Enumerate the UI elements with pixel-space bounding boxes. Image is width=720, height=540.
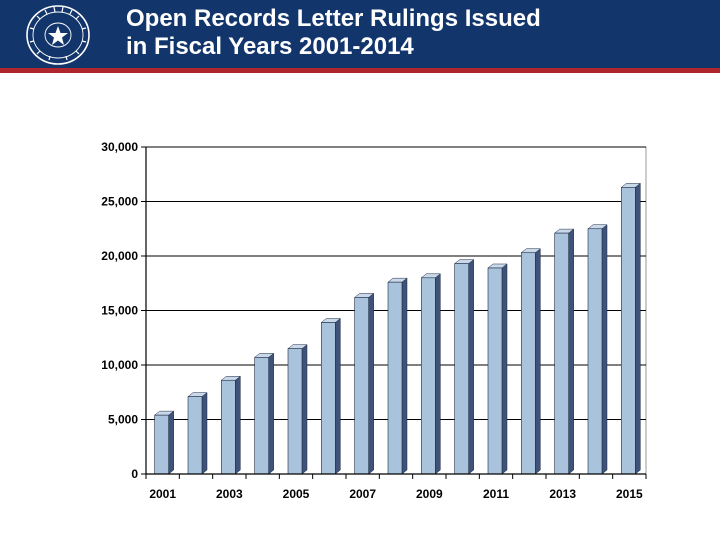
y-tick-label: 25,000 xyxy=(101,195,138,209)
x-tick-label: 2001 xyxy=(149,487,176,501)
bar xyxy=(320,317,342,475)
attorney-general-seal-icon xyxy=(26,5,90,65)
bar-front xyxy=(321,322,336,475)
bar xyxy=(253,352,275,475)
bar-side xyxy=(268,352,274,475)
y-tick-label: 30,000 xyxy=(101,140,138,154)
bar-front xyxy=(221,379,236,475)
y-tick-label: 10,000 xyxy=(101,358,138,372)
chart-tick-labels: 0 5,000 10,000 15,000 20,000 25,000 30,000 2001… xyxy=(101,140,643,501)
bar-front xyxy=(254,357,269,475)
bar xyxy=(453,259,475,475)
bar-side xyxy=(501,263,508,475)
bar-front xyxy=(587,228,603,475)
bar-front xyxy=(387,281,403,475)
bar-side xyxy=(635,182,641,475)
bar-side xyxy=(201,392,208,475)
bar xyxy=(487,263,508,475)
bar xyxy=(220,375,242,475)
bar-front xyxy=(554,232,569,475)
x-tick-label: 2007 xyxy=(349,487,376,501)
x-tick-label: 2005 xyxy=(283,487,310,501)
y-tick-label: 5,000 xyxy=(108,413,138,427)
x-tick-label: 2015 xyxy=(616,487,643,501)
bar xyxy=(153,410,175,475)
bar-side xyxy=(601,224,608,475)
x-tick-label: 2013 xyxy=(549,487,576,501)
bar-front xyxy=(487,267,503,475)
y-tick-label: 20,000 xyxy=(101,249,138,263)
bar-front xyxy=(454,263,469,475)
bar xyxy=(287,344,308,475)
bar xyxy=(420,273,442,475)
bar-side xyxy=(235,375,241,475)
bar xyxy=(387,277,408,475)
x-tick-label: 2003 xyxy=(216,487,243,501)
bar-side xyxy=(401,277,408,475)
bar xyxy=(553,228,575,475)
y-tick-label: 0 xyxy=(131,467,138,481)
bar-side xyxy=(168,410,174,475)
x-tick-label: 2009 xyxy=(416,487,443,501)
x-tick-label: 2011 xyxy=(483,487,509,501)
bar-front xyxy=(187,396,203,475)
bar-front xyxy=(154,414,169,475)
y-tick-label: 15,000 xyxy=(101,304,138,318)
header-band xyxy=(0,0,720,68)
bar-front xyxy=(287,348,303,475)
bar xyxy=(587,224,608,475)
bar xyxy=(353,292,375,475)
title-line-1: Open Records Letter Rulings Issued xyxy=(126,5,541,32)
bar-side xyxy=(468,259,474,475)
bar xyxy=(520,248,542,475)
bar-side xyxy=(535,248,541,475)
bar-side xyxy=(435,273,441,475)
bar-side xyxy=(301,344,308,475)
page-title: Open Records Letter Rulings Issued in Fi… xyxy=(126,5,706,61)
bar-front xyxy=(354,297,369,475)
bar-front xyxy=(621,187,636,475)
bar xyxy=(187,392,208,475)
bar-side xyxy=(335,317,341,475)
chart-axes xyxy=(141,146,647,479)
title-line-2: in Fiscal Years 2001-2014 xyxy=(126,33,414,60)
bar-front xyxy=(421,277,436,475)
header-rule xyxy=(0,68,720,73)
bar xyxy=(620,182,642,475)
bar-side xyxy=(368,292,374,475)
bar-side xyxy=(568,228,574,475)
bar-front xyxy=(521,252,536,475)
